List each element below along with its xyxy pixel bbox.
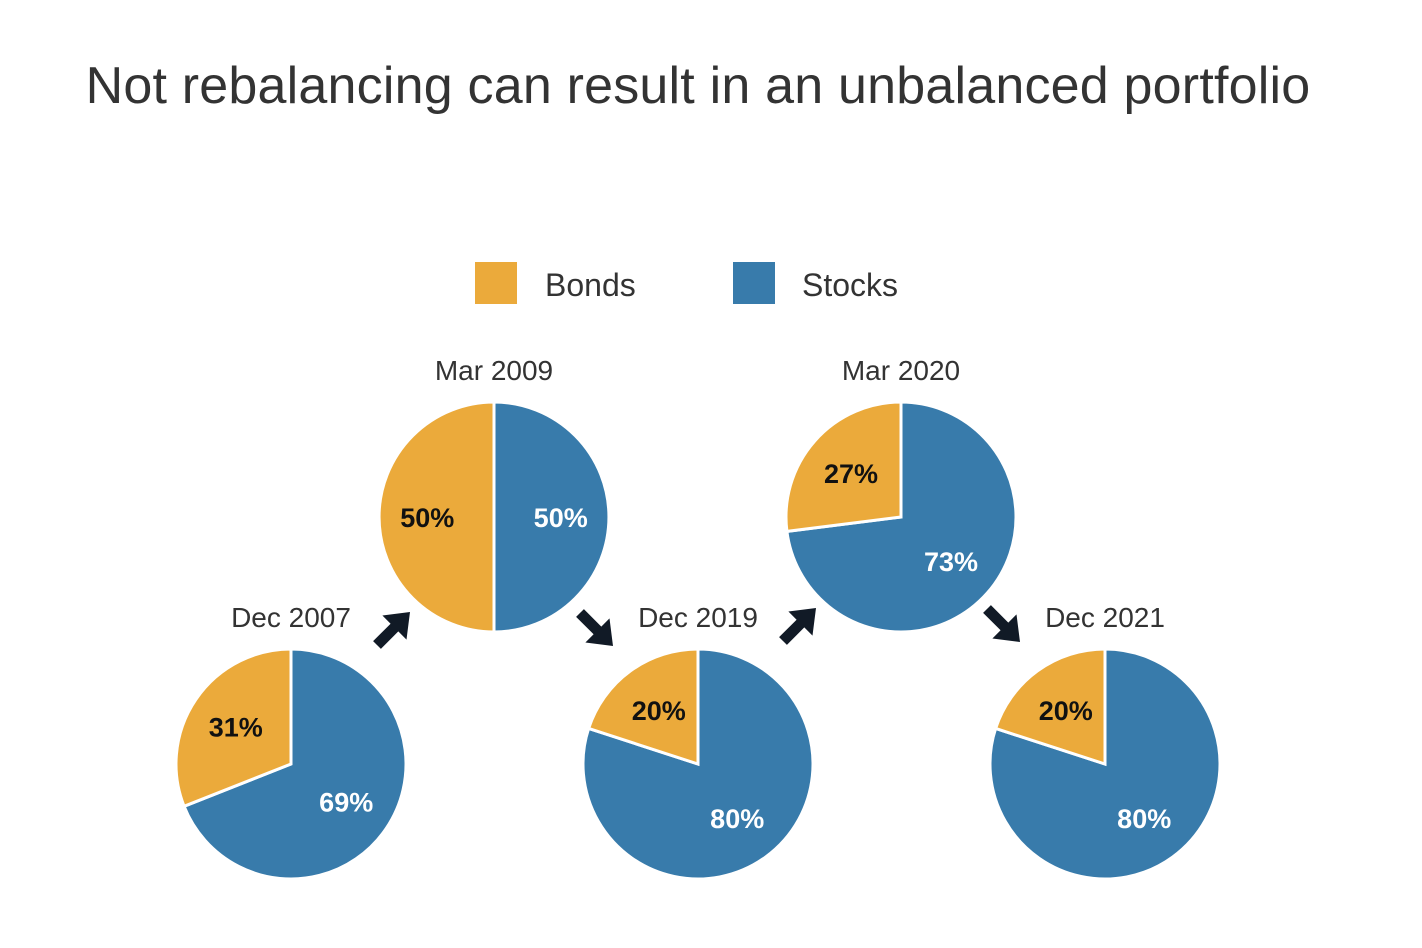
pie-data-label-bonds-mar-2009: 50% — [400, 503, 454, 533]
arrow-up-dec-2007-to-mar-2009 — [373, 612, 410, 649]
pie-dec-2021: 80% 20% Dec 2021 — [988, 602, 1222, 881]
chart-title: Not rebalancing can result in an unbalan… — [85, 57, 1311, 115]
pie-data-label-bonds-dec-2019: 20% — [632, 696, 686, 726]
legend-item-bonds: Bonds — [475, 262, 636, 304]
pie-slice-bonds-dec-2021 — [993, 647, 1107, 767]
pie-slice-stocks-mar-2009 — [492, 400, 611, 634]
pie-data-label-stocks-dec-2007: 69% — [319, 788, 373, 818]
arrows — [373, 605, 1020, 649]
legend-item-stocks: Stocks — [733, 262, 898, 304]
pie-slice-bonds-dec-2007 — [174, 647, 293, 809]
arrow-down-mar-2009-to-dec-2019 — [576, 609, 613, 646]
pie-slice-bonds-dec-2019 — [586, 647, 700, 767]
pie-date-label-mar-2009: Mar 2009 — [435, 355, 553, 386]
pie-data-label-bonds-dec-2007: 31% — [209, 713, 263, 743]
pie-date-label-mar-2020: Mar 2020 — [842, 355, 960, 386]
pie-dec-2019: 80% 20% Dec 2019 — [581, 602, 815, 881]
legend-swatch-bonds — [475, 262, 517, 304]
pie-slice-stocks-dec-2019 — [581, 647, 815, 881]
pie-dec-2007: 69% 31% Dec 2007 — [174, 602, 408, 881]
pie-data-label-stocks-dec-2019: 80% — [710, 804, 764, 834]
pie-data-label-stocks-dec-2021: 80% — [1117, 804, 1171, 834]
pie-date-label-dec-2021: Dec 2021 — [1045, 602, 1165, 633]
pie-data-label-stocks-mar-2020: 73% — [924, 547, 978, 577]
legend-label-stocks: Stocks — [802, 267, 898, 303]
pie-slice-bonds-mar-2009 — [377, 400, 496, 634]
pie-data-label-bonds-dec-2021: 20% — [1039, 696, 1093, 726]
arrow-down-mar-2020-to-dec-2021 — [983, 605, 1020, 642]
pie-data-label-stocks-mar-2009: 50% — [534, 503, 588, 533]
pie-slice-stocks-dec-2007 — [182, 647, 408, 881]
pie-mar-2009: 50% 50% Mar 2009 — [377, 355, 611, 634]
arrow-up-dec-2019-to-mar-2020 — [779, 608, 816, 645]
legend-swatch-stocks — [733, 262, 775, 304]
pie-date-label-dec-2019: Dec 2019 — [638, 602, 758, 633]
pies: 69% 31% Dec 2007 50% 50% Mar 2009 80% 20% Dec 20… — [174, 355, 1222, 881]
pie-slice-stocks-dec-2021 — [988, 647, 1222, 881]
pie-slice-bonds-mar-2020 — [784, 400, 903, 534]
legend: Bonds Stocks — [475, 262, 898, 304]
pie-mar-2020: 73% 27% Mar 2020 — [784, 355, 1018, 634]
legend-label-bonds: Bonds — [545, 267, 636, 303]
pie-date-label-dec-2007: Dec 2007 — [231, 602, 351, 633]
pie-data-label-bonds-mar-2020: 27% — [824, 459, 878, 489]
